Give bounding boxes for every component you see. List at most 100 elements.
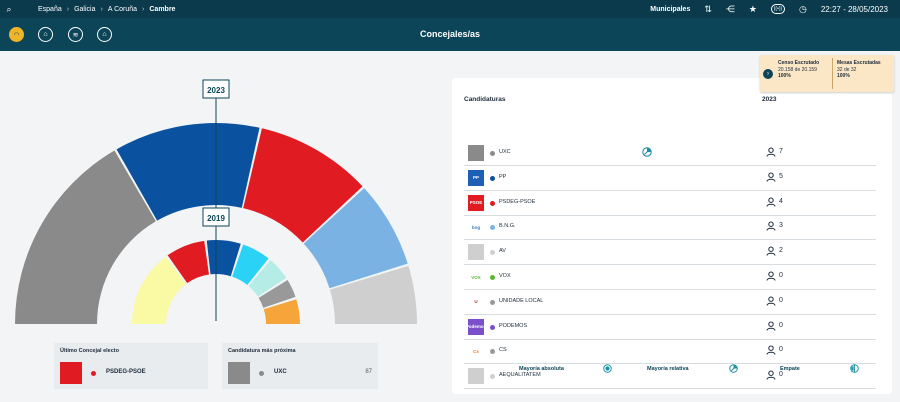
party-logo — [468, 244, 484, 261]
year-label-2023: 2023 — [207, 86, 225, 95]
inner-arc-segment-1[interactable] — [167, 240, 209, 284]
person-icon — [766, 147, 776, 157]
party-logo: Podemos — [466, 318, 486, 335]
map-icon[interactable]: ≋ — [68, 27, 83, 42]
inner-hemicycle-2019 — [132, 240, 300, 324]
last-elected-party-dot — [91, 371, 96, 376]
inner-arc-segment-5[interactable] — [258, 280, 296, 308]
party-logo: VOX — [468, 269, 484, 285]
hemicycle-icon[interactable]: ◠ — [9, 27, 24, 42]
outer-arc-b-n-g-[interactable] — [303, 188, 408, 289]
last-elected-label: Último Concejal electo — [60, 348, 119, 354]
star-icon[interactable]: ★ — [748, 3, 757, 14]
seat-count: 3 — [779, 222, 783, 230]
breadcrumb-item-galicia[interactable]: Galicia — [74, 5, 96, 13]
party-name: AEQUALITATEM — [499, 372, 541, 379]
table-row[interactable]: U UNIDADE LOCAL 0 — [464, 291, 876, 315]
building-icon[interactable]: ⌂ — [38, 27, 53, 42]
tooltip-divider — [832, 58, 833, 89]
party-logo — [468, 145, 484, 161]
party-color-dot — [490, 250, 495, 256]
sort-arrows-icon[interactable]: ⇅ — [704, 3, 712, 14]
clock-icon: ◷ — [798, 3, 807, 14]
house-icon[interactable]: ⌂ — [97, 27, 112, 42]
person-icon — [766, 246, 776, 256]
table-row[interactable]: AV 2 — [464, 241, 876, 266]
year-badge-2023: 2023 — [202, 79, 230, 99]
tie-icon — [850, 364, 859, 373]
party-logo: bng — [468, 219, 484, 236]
breadcrumb-item-coruna[interactable]: A Coruña — [107, 5, 138, 13]
share-icon[interactable]: ⋲ — [725, 3, 735, 14]
person-icon — [766, 221, 776, 232]
mesas-block: Mesas Escrutadas 32 de 32 100% — [837, 60, 881, 80]
party-color-dot — [490, 349, 495, 355]
table-row[interactable]: UXC 7 — [464, 142, 876, 166]
seat-count: 2 — [779, 247, 783, 255]
relative-majority-icon — [729, 364, 738, 373]
legend-tie: Empate — [780, 366, 800, 372]
inner-arc-segment-6[interactable] — [263, 299, 300, 324]
party-color-dot — [490, 275, 495, 280]
datetime: 22:27 - 28/05/2023 — [820, 4, 888, 14]
table-row[interactable]: Podemos PODEMOS 0 — [464, 316, 876, 340]
breadcrumb-item-spain[interactable]: España — [38, 5, 62, 13]
seat-count: 4 — [779, 197, 783, 205]
column-header-year: 2023 — [762, 96, 777, 103]
party-name: CS — [499, 347, 507, 354]
party-color-dot — [490, 324, 495, 330]
main-content: 2023 2019 Último Concejal electo PSDEG-P… — [0, 51, 900, 402]
party-logo: PSOE — [468, 194, 484, 211]
inner-arc-segment-4[interactable] — [248, 260, 287, 297]
mesas-pct: 100% — [837, 73, 850, 79]
outer-arc-psdeg-psoe[interactable] — [243, 128, 363, 243]
hemicycle-chart: 2023 2019 — [15, 79, 417, 324]
table-row[interactable]: PP PP 5 — [464, 167, 876, 191]
party-logo: Cs — [468, 343, 484, 360]
table-row[interactable]: bng B.N.G. 3 — [464, 216, 876, 241]
breadcrumb-separator-icon: › — [66, 5, 70, 13]
seat-count: 0 — [779, 296, 783, 304]
seat-count: 7 — [779, 148, 783, 155]
outer-arc-uxc[interactable] — [15, 150, 156, 324]
relative-majority-icon — [642, 147, 652, 157]
live-broadcast-icon[interactable]: ((•)) — [770, 4, 785, 14]
table-row[interactable]: AEQUALITATEM 0 — [464, 365, 876, 390]
seat-count: 0 — [779, 371, 783, 379]
last-elected-card: Último Concejal electo PSDEG-PSOE — [54, 343, 208, 389]
outer-arc-pp[interactable] — [116, 123, 260, 221]
seat-count: 0 — [779, 321, 783, 329]
arrow-right-icon[interactable]: › — [763, 69, 773, 79]
mesas-value: 32 de 32 — [837, 66, 857, 73]
last-elected-party-swatch — [60, 362, 82, 384]
breadcrumb-current: Cambre — [149, 5, 176, 13]
censo-block: Censo Escrutado 20.158 de 20.159 100% — [778, 60, 819, 80]
table-row[interactable]: VOX VOX 0 — [464, 266, 876, 290]
party-color-dot — [490, 374, 495, 380]
page-title: Concejales/as — [419, 29, 481, 39]
person-icon — [766, 197, 776, 207]
year-badge-2019: 2019 — [202, 207, 230, 227]
table-row[interactable]: PSOE PSDEG-PSOE 4 — [464, 192, 876, 216]
outer-arc-av[interactable] — [329, 265, 417, 324]
party-logo — [468, 368, 484, 385]
seat-count: 0 — [779, 346, 783, 354]
table-row[interactable]: Cs CS 0 — [464, 340, 876, 365]
outer-hemicycle-2023 — [15, 123, 417, 324]
inner-arc-segment-3[interactable] — [232, 244, 269, 286]
party-color-dot — [490, 200, 495, 206]
inner-arc-segment-2[interactable] — [206, 240, 241, 277]
person-icon — [766, 296, 776, 306]
next-closest-party-dot — [259, 371, 264, 376]
censo-pct: 100% — [778, 73, 791, 79]
next-closest-party-name: UXC — [274, 369, 287, 375]
election-type-selector[interactable]: Municipales — [650, 5, 691, 13]
party-name: PODEMOS — [499, 322, 528, 329]
search-icon[interactable]: ⌕ — [6, 3, 12, 14]
breadcrumb-separator-icon: › — [100, 5, 103, 13]
next-closest-value: 87 — [365, 369, 372, 375]
party-color-dot — [490, 175, 495, 181]
year-label-2019: 2019 — [207, 214, 225, 223]
next-closest-card: Candidatura más próxima UXC 87 — [222, 343, 378, 389]
inner-arc-segment-0[interactable] — [132, 256, 187, 324]
